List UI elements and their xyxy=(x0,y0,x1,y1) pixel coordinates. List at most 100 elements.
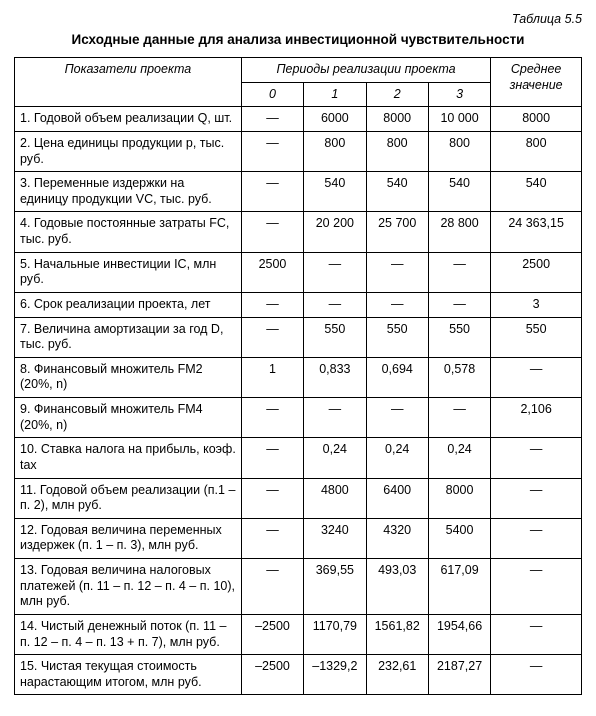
table-row: 11. Годовой объем реализации (п.1 – п. 2… xyxy=(15,478,582,518)
table-row: 9. Финансовый множитель FM4 (20%, n)————… xyxy=(15,398,582,438)
cell-avg: 540 xyxy=(491,172,582,212)
cell-p1: 0,24 xyxy=(304,438,366,478)
cell-avg: 800 xyxy=(491,131,582,171)
header-period-3: 3 xyxy=(428,82,490,107)
header-period-1: 1 xyxy=(304,82,366,107)
row-label: 14. Чистый денежный поток (п. 11 – п. 12… xyxy=(15,614,242,654)
row-label: 9. Финансовый множитель FM4 (20%, n) xyxy=(15,398,242,438)
cell-p0: –2500 xyxy=(241,614,303,654)
cell-p1: 369,55 xyxy=(304,559,366,615)
cell-p2: 0,24 xyxy=(366,438,428,478)
table-title: Исходные данные для анализа инвестиционн… xyxy=(14,32,582,47)
cell-avg: 8000 xyxy=(491,107,582,132)
cell-p3: 0,578 xyxy=(428,357,490,397)
cell-avg: 550 xyxy=(491,317,582,357)
header-periods-group: Периоды реализации проекта xyxy=(241,58,490,83)
cell-p0: — xyxy=(241,518,303,558)
cell-p2: 0,694 xyxy=(366,357,428,397)
cell-p2: 8000 xyxy=(366,107,428,132)
cell-p0: — xyxy=(241,212,303,252)
cell-p2: 6400 xyxy=(366,478,428,518)
cell-avg: 3 xyxy=(491,292,582,317)
cell-p1: 1170,79 xyxy=(304,614,366,654)
row-label: 13. Годовая величина налоговых платежей … xyxy=(15,559,242,615)
table-row: 2. Цена единицы продукции p, тыс. руб.—8… xyxy=(15,131,582,171)
cell-avg: 24 363,15 xyxy=(491,212,582,252)
header-indicator: Показатели проекта xyxy=(15,58,242,107)
cell-avg: — xyxy=(491,438,582,478)
table-label: Таблица 5.5 xyxy=(14,12,582,26)
table-row: 7. Величина амортизации за год D, тыс. р… xyxy=(15,317,582,357)
cell-p1: –1329,2 xyxy=(304,655,366,695)
cell-p0: — xyxy=(241,292,303,317)
cell-p1: 0,833 xyxy=(304,357,366,397)
cell-p2: 493,03 xyxy=(366,559,428,615)
row-label: 1. Годовой объем реализации Q, шт. xyxy=(15,107,242,132)
cell-p0: — xyxy=(241,317,303,357)
cell-p2: — xyxy=(366,252,428,292)
cell-p1: 4800 xyxy=(304,478,366,518)
cell-p0: — xyxy=(241,131,303,171)
cell-p2: 800 xyxy=(366,131,428,171)
table-row: 10. Ставка налога на прибыль, коэф. tax—… xyxy=(15,438,582,478)
cell-p3: — xyxy=(428,292,490,317)
cell-avg: 2500 xyxy=(491,252,582,292)
table-row: 14. Чистый денежный поток (п. 11 – п. 12… xyxy=(15,614,582,654)
row-label: 8. Финансовый множитель FM2 (20%, n) xyxy=(15,357,242,397)
cell-p3: 28 800 xyxy=(428,212,490,252)
cell-p1: 550 xyxy=(304,317,366,357)
row-label: 4. Годовые постоянные затраты FC, тыс. р… xyxy=(15,212,242,252)
cell-p0: –2500 xyxy=(241,655,303,695)
cell-p1: 3240 xyxy=(304,518,366,558)
row-label: 3. Переменные издержки на единицу продук… xyxy=(15,172,242,212)
cell-p0: — xyxy=(241,438,303,478)
cell-p2: 1561,82 xyxy=(366,614,428,654)
cell-p1: 20 200 xyxy=(304,212,366,252)
cell-p3: 540 xyxy=(428,172,490,212)
cell-avg: — xyxy=(491,559,582,615)
cell-p1: 800 xyxy=(304,131,366,171)
cell-p3: — xyxy=(428,398,490,438)
cell-p3: 5400 xyxy=(428,518,490,558)
table-row: 6. Срок реализации проекта, лет————3 xyxy=(15,292,582,317)
table-row: 1. Годовой объем реализации Q, шт.—60008… xyxy=(15,107,582,132)
row-label: 6. Срок реализации проекта, лет xyxy=(15,292,242,317)
cell-p0: — xyxy=(241,559,303,615)
cell-p2: 550 xyxy=(366,317,428,357)
table-row: 5. Начальные инвестиции IC, млн руб.2500… xyxy=(15,252,582,292)
cell-p0: — xyxy=(241,478,303,518)
cell-p0: 2500 xyxy=(241,252,303,292)
header-average: Среднее значение xyxy=(491,58,582,107)
cell-p3: — xyxy=(428,252,490,292)
cell-p2: 4320 xyxy=(366,518,428,558)
header-period-2: 2 xyxy=(366,82,428,107)
table-row: 15. Чистая текущая стоимость нарастающим… xyxy=(15,655,582,695)
row-label: 10. Ставка налога на прибыль, коэф. tax xyxy=(15,438,242,478)
cell-p3: 550 xyxy=(428,317,490,357)
row-label: 12. Годовая величина переменных издержек… xyxy=(15,518,242,558)
cell-p3: 1954,66 xyxy=(428,614,490,654)
cell-p0: — xyxy=(241,107,303,132)
table-row: 13. Годовая величина налоговых платежей … xyxy=(15,559,582,615)
cell-p2: 25 700 xyxy=(366,212,428,252)
cell-p1: — xyxy=(304,292,366,317)
cell-p1: 540 xyxy=(304,172,366,212)
table-row: 4. Годовые постоянные затраты FC, тыс. р… xyxy=(15,212,582,252)
row-label: 11. Годовой объем реализации (п.1 – п. 2… xyxy=(15,478,242,518)
cell-p1: — xyxy=(304,398,366,438)
cell-avg: — xyxy=(491,357,582,397)
cell-avg: — xyxy=(491,614,582,654)
cell-p1: 6000 xyxy=(304,107,366,132)
cell-avg: — xyxy=(491,655,582,695)
cell-p2: — xyxy=(366,292,428,317)
cell-p3: 10 000 xyxy=(428,107,490,132)
table-body: 1. Годовой объем реализации Q, шт.—60008… xyxy=(15,107,582,695)
sensitivity-table: Показатели проекта Периоды реализации пр… xyxy=(14,57,582,695)
cell-p0: 1 xyxy=(241,357,303,397)
cell-p2: 540 xyxy=(366,172,428,212)
cell-avg: 2,106 xyxy=(491,398,582,438)
cell-avg: — xyxy=(491,478,582,518)
cell-p2: — xyxy=(366,398,428,438)
cell-p2: 232,61 xyxy=(366,655,428,695)
row-label: 5. Начальные инвестиции IC, млн руб. xyxy=(15,252,242,292)
